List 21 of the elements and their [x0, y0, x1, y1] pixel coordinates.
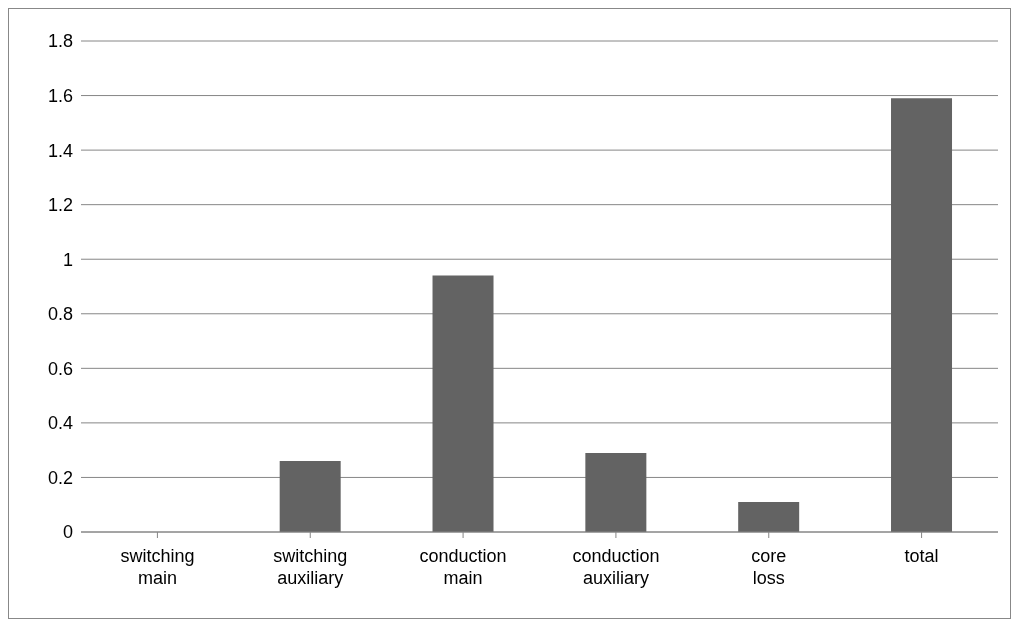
x-tick-label: conduction main [419, 546, 507, 588]
x-tick-label: switching auxiliary [273, 546, 348, 588]
bar [738, 501, 800, 532]
y-tick-label: 1.4 [47, 140, 73, 161]
y-tick-label: 0.6 [47, 358, 73, 379]
y-tick-label: 1.8 [47, 31, 73, 52]
x-tick-label: conduction auxiliary [572, 546, 660, 588]
x-tick-label: total [904, 546, 939, 566]
y-tick-label: 0.4 [47, 413, 73, 434]
x-tick-label: core loss [751, 546, 787, 588]
y-tick-label: 0.8 [47, 304, 73, 325]
bar [891, 98, 953, 532]
bar [432, 275, 494, 532]
y-tick-label: 0.2 [47, 467, 73, 488]
y-tick-label: 1.6 [47, 85, 73, 106]
x-tick-label: switching main [120, 546, 195, 588]
y-tick-label: 1.2 [47, 195, 73, 216]
y-tick-label: 0 [62, 522, 73, 543]
y-tick-label: 1 [62, 249, 73, 270]
bar [585, 452, 647, 532]
bar [279, 461, 341, 532]
